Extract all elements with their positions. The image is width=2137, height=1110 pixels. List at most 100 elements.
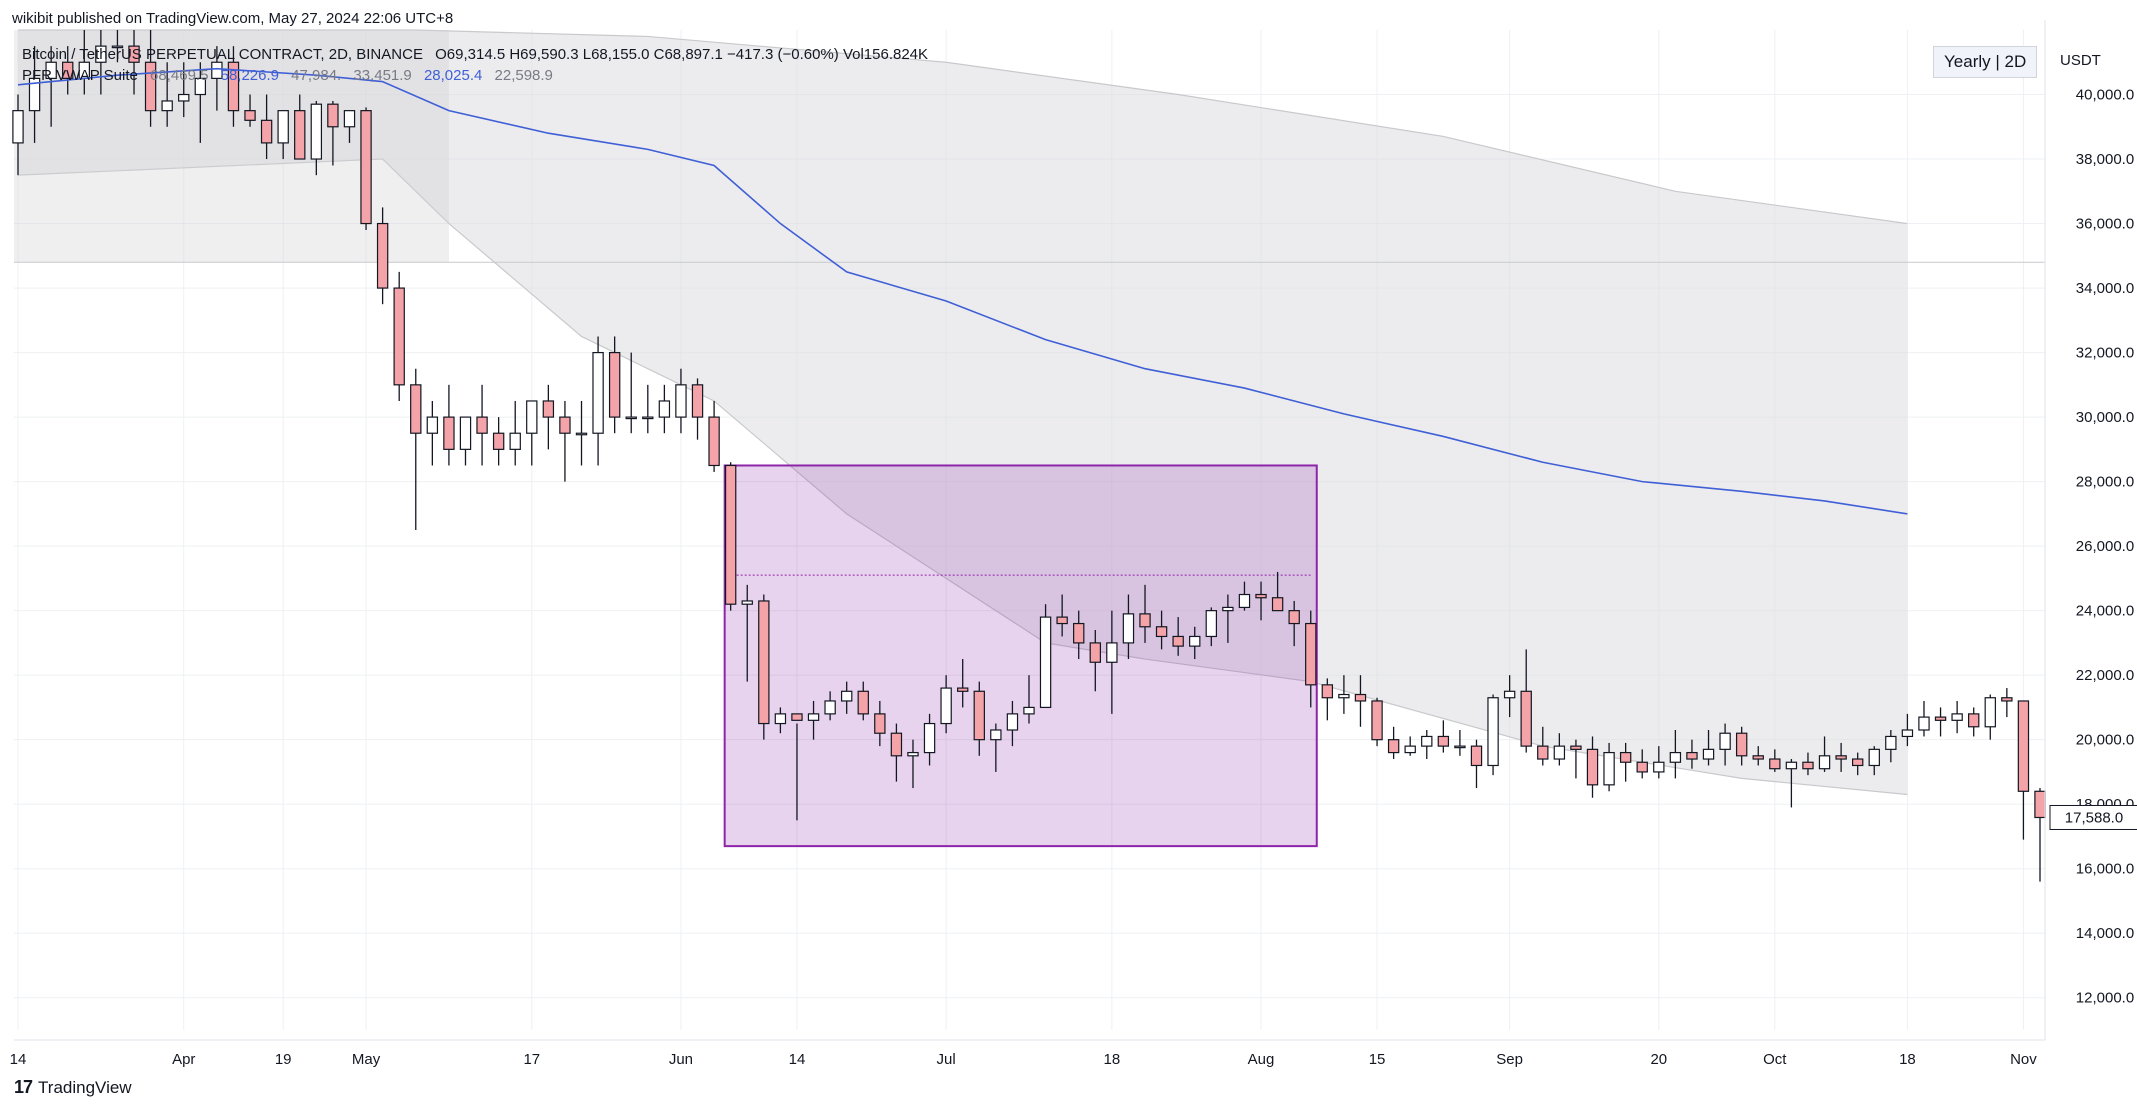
candle-body — [1570, 745, 1582, 750]
time-tick-label: 18 — [1899, 1051, 1916, 1068]
tradingview-watermark: 17 TradingView — [14, 1077, 132, 1098]
price-axis: 12,000.014,000.016,000.018,000.020,000.0… — [2044, 20, 2137, 1040]
candle-body — [973, 690, 985, 741]
candle-body — [95, 45, 107, 63]
symbol-name[interactable]: Bitcoin / TetherUS PERPETUAL CONTRACT, 2… — [22, 46, 423, 63]
time-tick-label: May — [352, 1051, 381, 1068]
timeframe-button[interactable]: Yearly | 2D — [1933, 46, 2038, 78]
last-price-marker — [2049, 804, 2137, 830]
candle-body — [1603, 751, 1615, 786]
candle-body — [1421, 735, 1433, 747]
time-tick-label: Jun — [669, 1051, 693, 1068]
candle-body — [1404, 745, 1416, 754]
candle-body — [1039, 616, 1052, 709]
candle-body — [741, 600, 753, 605]
time-tick-label: 15 — [1369, 1051, 1386, 1068]
candle-body — [774, 713, 787, 725]
candle-body — [1023, 706, 1035, 715]
candle-body — [608, 351, 621, 418]
candle-body — [111, 45, 124, 49]
candle-body — [1520, 690, 1532, 747]
candle-body — [990, 729, 1002, 741]
indicator-value: 47,984. — [291, 67, 342, 84]
currency-label[interactable]: USDT — [2060, 52, 2101, 69]
price-tick-label: 26,000.0 — [2076, 538, 2134, 555]
indicator-value: 33,451.9 — [353, 67, 412, 84]
candle-body — [1288, 610, 1300, 625]
time-tick-label: 18 — [1104, 1051, 1121, 1068]
candle-body — [1205, 610, 1218, 638]
candle-body — [807, 713, 820, 721]
candle-body — [526, 400, 538, 434]
candle-body — [1636, 761, 1648, 773]
candle-body — [1835, 755, 1847, 760]
candle-body — [426, 416, 439, 434]
candle-body — [277, 110, 289, 144]
vwap-line — [17, 67, 1908, 515]
price-tick-label: 40,000.0 — [2076, 87, 2134, 104]
time-tick-label: 17 — [523, 1051, 540, 1068]
time-tick-label: Apr — [172, 1051, 195, 1068]
vwap-line — [17, 67, 1908, 515]
candle-body — [874, 713, 886, 734]
candle-body — [360, 110, 372, 225]
upper-band-line — [18, 29, 1908, 225]
candle-body — [824, 700, 836, 715]
indicator-name[interactable]: PFR VWAP Suite — [22, 67, 138, 84]
price-tick-label: 28,000.0 — [2076, 474, 2134, 491]
candle-body — [161, 100, 173, 112]
indicator-value: 22,598.9 — [494, 67, 553, 84]
price-tick-label: 36,000.0 — [2076, 216, 2134, 233]
range-box-layer — [723, 464, 1318, 848]
candle-body — [294, 110, 306, 160]
candle-body — [1653, 761, 1665, 773]
candle-body — [1769, 758, 1781, 770]
candle-body — [260, 119, 273, 144]
candle-body — [1901, 729, 1914, 738]
candle-body — [1619, 751, 1632, 763]
candle-body — [12, 110, 24, 144]
candle-body — [1503, 690, 1516, 699]
price-tick-label: 22,000.0 — [2076, 667, 2134, 684]
watermark-text: TradingView — [38, 1077, 132, 1097]
candle-body — [45, 61, 57, 79]
last-price-label: 17,588.0 — [2065, 809, 2123, 826]
price-tick-label: 32,000.0 — [2076, 345, 2134, 362]
candle-body — [128, 45, 140, 63]
candle-body — [1951, 713, 1963, 721]
candle-body — [592, 351, 604, 434]
indicator-value: 28,025.4 — [423, 67, 483, 84]
price-tick-label: 20,000.0 — [2076, 732, 2134, 749]
time-tick-label: Aug — [1248, 1051, 1275, 1068]
candle-body — [724, 464, 737, 605]
tradingview-logo-icon: 17 — [14, 1077, 33, 1097]
indicator-value: 68,469.5 — [150, 67, 209, 84]
candle-body — [1918, 716, 1930, 731]
candle-body — [1470, 745, 1483, 767]
time-tick-label: 14 — [10, 1051, 27, 1068]
price-tick-label: 34,000.0 — [2076, 280, 2134, 297]
candle-body — [62, 61, 74, 79]
candle-body — [393, 287, 405, 386]
candle-body — [658, 400, 671, 418]
candle-body — [227, 61, 240, 112]
candle-body — [1984, 697, 1996, 728]
candle-body — [575, 432, 588, 436]
candle-body — [509, 432, 521, 450]
candle-body — [459, 416, 472, 450]
candle-body — [1255, 593, 1267, 599]
indicator-value: 58,226.9 — [220, 67, 279, 84]
candle-body — [1305, 622, 1317, 686]
candle-body — [675, 384, 687, 418]
chart-legend: Bitcoin / TetherUS PERPETUAL CONTRACT, 2… — [22, 44, 936, 86]
candle-body — [1437, 735, 1450, 747]
candle-body — [28, 77, 41, 112]
candle-body — [410, 384, 422, 434]
time-tick-label: 14 — [789, 1051, 806, 1068]
candle-body — [476, 416, 488, 434]
candle-body — [1735, 732, 1748, 757]
candle-body — [1371, 700, 1383, 741]
candle-body — [1702, 748, 1715, 760]
candle-body — [1537, 745, 1549, 760]
